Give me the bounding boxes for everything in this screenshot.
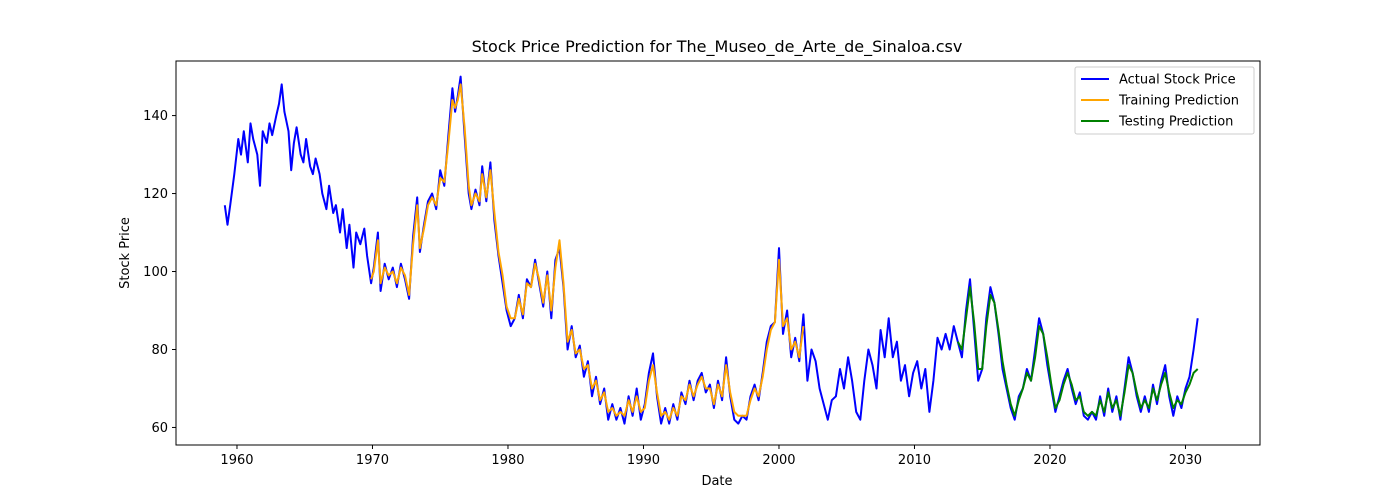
y-tick-label: 80 xyxy=(151,343,168,358)
x-tick-label: 2010 xyxy=(898,453,931,468)
plot-frame xyxy=(175,60,1261,446)
legend-label-0: Actual Stock Price xyxy=(1119,73,1236,88)
y-tick-label: 100 xyxy=(143,265,168,280)
x-tick-label: 1980 xyxy=(491,453,524,468)
y-axis-title: Stock Price xyxy=(118,217,133,289)
y-tick-label: 120 xyxy=(143,187,168,202)
legend-box xyxy=(1074,66,1255,135)
x-tick-label: 1990 xyxy=(627,453,660,468)
x-tick-label: 2000 xyxy=(762,453,795,468)
legend: Actual Stock Price Training Prediction Tes… xyxy=(1074,66,1255,135)
y-tick-label: 140 xyxy=(143,109,168,124)
x-tick-label: 1960 xyxy=(220,453,253,468)
x-axis: 1960 1970 1980 1990 2000 2010 2020 2030 xyxy=(220,445,1202,468)
x-tick-label: 2020 xyxy=(1033,453,1066,468)
series-layer xyxy=(223,75,1199,425)
series-line-1 xyxy=(370,83,805,421)
x-axis-title: Date xyxy=(701,474,732,489)
y-axis: 60 80 100 120 140 xyxy=(143,109,176,436)
x-tick-label: 1970 xyxy=(356,453,389,468)
x-tick-label: 2030 xyxy=(1169,453,1202,468)
chart-title: Stock Price Prediction for The_Museo_de_… xyxy=(472,37,963,57)
series-line-2 xyxy=(956,286,1199,417)
legend-label-2: Testing Prediction xyxy=(1118,115,1233,130)
legend-label-1: Training Prediction xyxy=(1118,94,1239,109)
y-tick-label: 60 xyxy=(151,421,168,436)
